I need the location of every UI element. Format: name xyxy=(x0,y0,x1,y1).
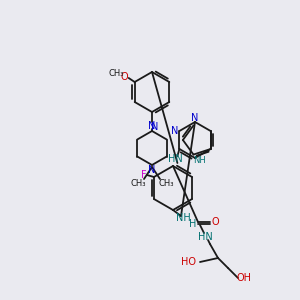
Text: O: O xyxy=(121,72,128,82)
Text: CH₃: CH₃ xyxy=(109,68,124,77)
Text: F: F xyxy=(141,170,147,180)
Text: CH₃: CH₃ xyxy=(158,178,174,188)
Text: HO: HO xyxy=(181,257,196,267)
Text: H: H xyxy=(189,219,197,229)
Text: N: N xyxy=(148,165,156,175)
Text: N: N xyxy=(151,122,159,132)
Text: OH: OH xyxy=(236,273,251,283)
Text: NH: NH xyxy=(176,213,190,223)
Text: N: N xyxy=(148,121,156,131)
Text: O: O xyxy=(211,217,219,227)
Text: N: N xyxy=(191,113,199,123)
Text: CH₃: CH₃ xyxy=(130,178,146,188)
Text: NH: NH xyxy=(193,156,206,165)
Text: N: N xyxy=(171,126,178,136)
Text: HN: HN xyxy=(198,232,212,242)
Text: HN: HN xyxy=(168,154,183,164)
